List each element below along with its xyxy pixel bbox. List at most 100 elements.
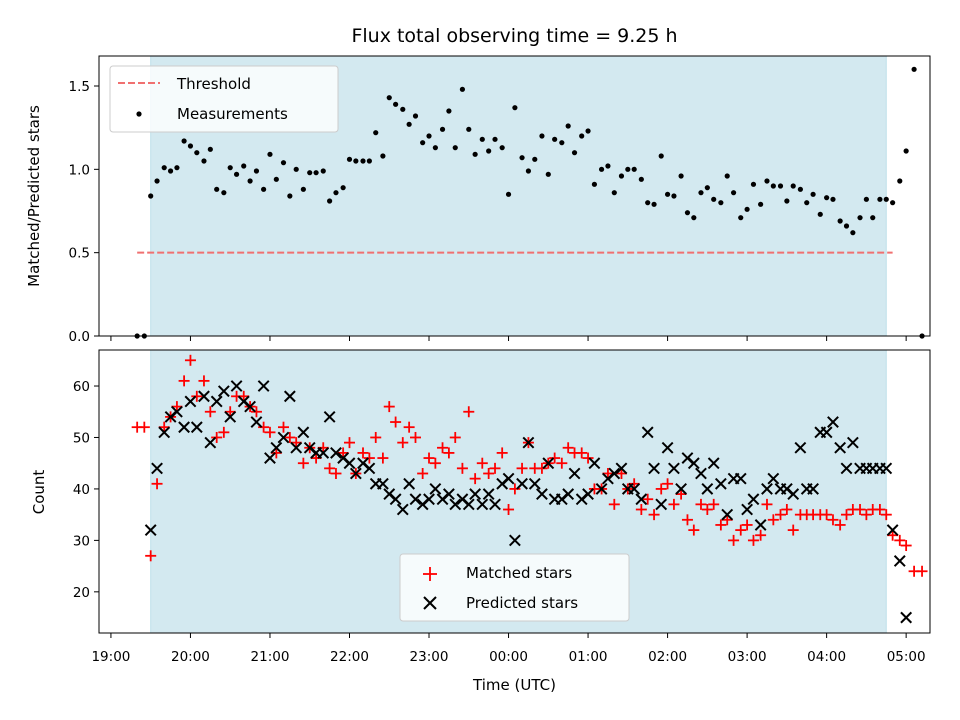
matched-star-point: [708, 498, 720, 510]
predicted-star-point: [900, 611, 913, 624]
matched-star-point: [767, 514, 779, 526]
matched-star-point: [894, 534, 906, 546]
count-legend-box: [399, 553, 630, 622]
predicted-star-point: [522, 436, 535, 449]
predicted-star-stroke-b: [476, 498, 489, 511]
predicted-star-point: [787, 488, 800, 500]
measurement-point: [466, 126, 472, 132]
predicted-star-stroke-b: [343, 457, 356, 470]
predicted-star-stroke-b: [595, 483, 608, 495]
predicted-star-stroke-b: [171, 405, 183, 418]
predicted-star-stroke-b: [701, 483, 714, 495]
predicted-star-stroke-b: [198, 390, 210, 403]
predicted-star-point: [449, 498, 462, 511]
predicted-star-stroke-b: [747, 493, 760, 506]
predicted-star-stroke-b: [158, 426, 171, 439]
matched-star-point: [224, 406, 236, 418]
predicted-star-point: [687, 457, 700, 470]
measurement-point: [911, 66, 917, 72]
predicted-star-point: [264, 452, 276, 464]
predicted-star-stroke-b: [840, 462, 853, 475]
predicted-star-point: [198, 390, 210, 403]
measurement-point: [678, 173, 684, 179]
measurement-point: [360, 158, 366, 164]
predicted-star-stroke-b: [827, 416, 839, 428]
measurement-point: [386, 95, 392, 101]
predicted-star-stroke-b: [834, 441, 847, 454]
predicted-star-stroke-b: [714, 477, 727, 490]
measurement-point: [439, 126, 446, 132]
measurement-point: [253, 168, 260, 174]
matched-star-point: [310, 452, 322, 464]
matched-star-point: [337, 447, 349, 459]
measurement-point: [221, 190, 227, 196]
matched-star-point: [290, 437, 302, 449]
matched-star-point: [437, 442, 449, 454]
measurement-point: [273, 176, 279, 182]
predicted-star-stroke-b: [482, 488, 495, 500]
measurement-point: [525, 168, 532, 174]
count-xtick-label: 22:00: [330, 649, 369, 665]
predicted-star-point: [257, 380, 270, 392]
predicted-star-point: [502, 472, 515, 485]
matched-star-point: [668, 498, 680, 510]
matched-star-point: [755, 529, 767, 541]
predicted-star-point: [210, 395, 223, 408]
predicted-star-stroke-b: [469, 488, 482, 500]
predicted-star-point: [588, 457, 601, 470]
measurement-point: [333, 190, 339, 196]
measurement-point: [718, 200, 724, 206]
predicted-star-stroke-b: [675, 483, 688, 495]
predicted-star-stroke-b: [277, 431, 290, 444]
predicted-star-stroke-b: [330, 447, 342, 459]
predicted-star-stroke-b: [389, 493, 402, 506]
measurement-point: [167, 168, 174, 174]
predicted-star-point: [462, 498, 475, 511]
predicted-star-stroke-b: [151, 462, 163, 475]
measurement-point: [591, 181, 598, 187]
matched-legend-label: Matched stars: [466, 564, 572, 582]
matched-star-point: [854, 504, 866, 516]
matched-star-point: [787, 524, 799, 536]
predicted-star-point: [516, 477, 528, 490]
count-ytick-label: 30: [73, 533, 90, 549]
matched-star-point: [178, 375, 190, 387]
measurement-point: [201, 158, 207, 164]
matched-star-point: [556, 457, 568, 469]
count-xtick-label: 04:00: [807, 649, 846, 665]
predicted-star-point: [628, 483, 641, 495]
matched-star-point: [562, 442, 574, 454]
matched-star-point: [582, 452, 594, 464]
measurement-point: [327, 198, 333, 204]
matched-star-point: [370, 431, 382, 443]
predicted-star-stroke-b: [250, 416, 263, 428]
predicted-star-point: [542, 457, 555, 470]
measurement-point: [711, 196, 717, 202]
predicted-star-stroke-b: [396, 503, 409, 516]
predicted-star-stroke-b: [568, 467, 581, 480]
matched-star-point: [270, 447, 282, 459]
predicted-star-stroke-b: [648, 462, 660, 475]
count-xtick-label: 21:00: [251, 649, 290, 665]
predicted-star-point: [317, 447, 330, 459]
matched-star-point: [648, 509, 660, 521]
predicted-star-point: [144, 524, 157, 536]
predicted-star-stroke-b: [761, 483, 773, 495]
matched-star-point: [456, 462, 468, 474]
predicted-star-stroke-b: [562, 488, 575, 500]
matched-star-point: [357, 447, 369, 459]
predicted-star-point: [508, 534, 521, 547]
measurements-legend-label: Measurements: [177, 105, 288, 123]
predicted-star-point: [184, 395, 197, 408]
matched-star-point: [383, 401, 395, 413]
predicted-star-point: [297, 426, 310, 439]
predicted-star-point: [880, 462, 893, 475]
matched-star-point: [735, 524, 747, 536]
ratio-y-axis-label: Matched/Predicted stars: [25, 105, 43, 287]
measurement-point: [154, 178, 160, 184]
measurement-point: [512, 105, 518, 111]
measurement-point: [479, 136, 485, 142]
measurement-point: [406, 121, 412, 127]
count-xtick-label: 20:00: [171, 649, 210, 665]
predicted-star-point: [582, 488, 594, 500]
